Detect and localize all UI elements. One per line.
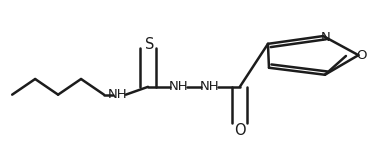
Text: O: O [356, 49, 367, 62]
Text: NH: NH [169, 80, 189, 93]
Text: N: N [320, 31, 330, 44]
Text: O: O [234, 123, 246, 138]
Text: NH: NH [108, 88, 127, 101]
Text: NH: NH [199, 80, 219, 93]
Text: S: S [145, 37, 155, 52]
